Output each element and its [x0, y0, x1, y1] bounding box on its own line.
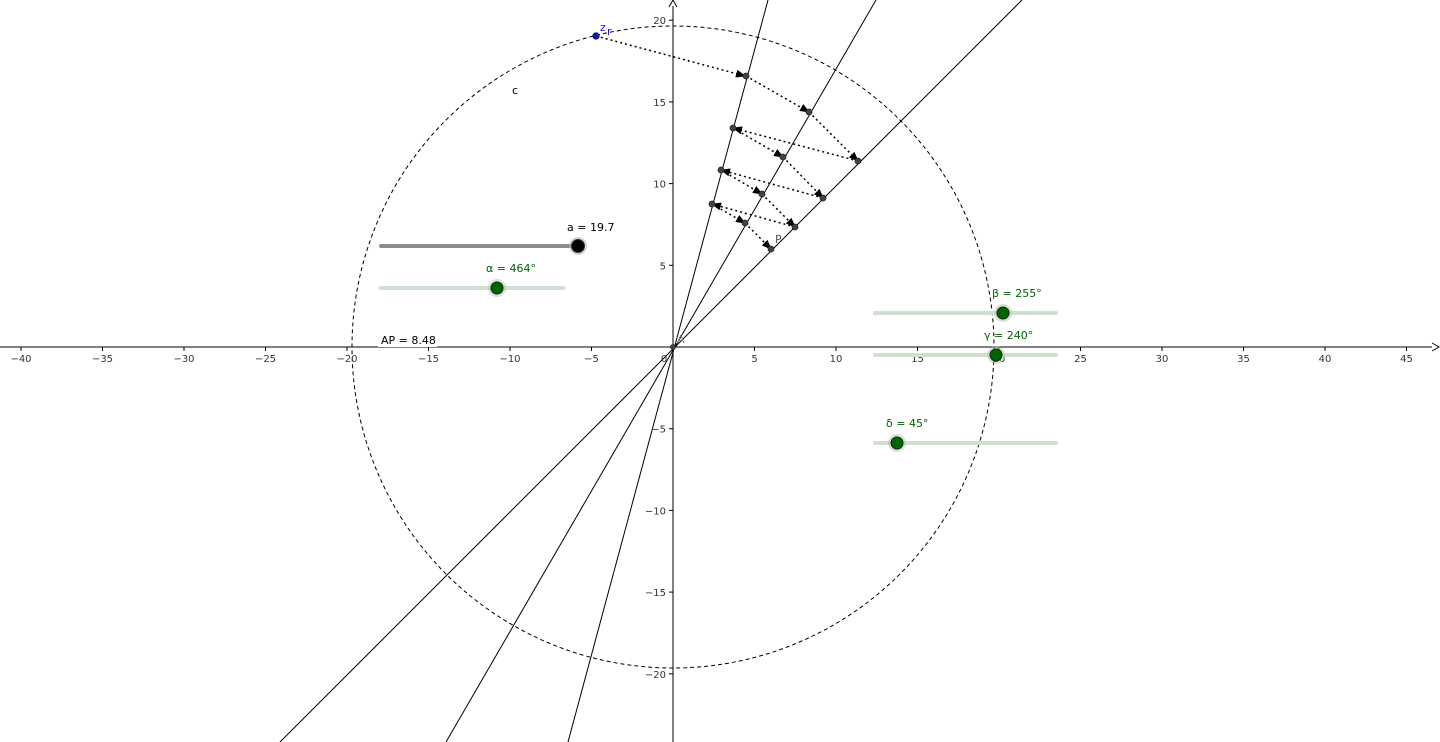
x-tick-label: −35: [92, 354, 113, 365]
y-tick-label: 5: [660, 261, 666, 272]
slider-gamma-knob[interactable]: [989, 348, 1003, 362]
y-axis: [668, 0, 678, 742]
x-tick-label: 30: [1156, 354, 1169, 365]
slider-a-knob[interactable]: [571, 239, 585, 253]
point-1: [742, 72, 750, 80]
x-tick-label: −20: [336, 354, 357, 365]
projection-chain: [595, 35, 859, 250]
point-2: [805, 108, 813, 116]
slider-gamma-label: γ = 240°: [984, 329, 1033, 342]
arrow-6-to-7: [720, 168, 824, 199]
slider-gamma[interactable]: γ = 240°: [873, 329, 1058, 364]
x-tick-label: 5: [751, 354, 757, 365]
arrow-9-to-10: [711, 202, 796, 228]
point-z-label: z: [600, 21, 606, 34]
x-axis-tick-labels: −40−35−30−25−20−15−10−505101520253035404…: [10, 354, 1412, 365]
x-tick-label: −5: [584, 354, 599, 365]
x-tick-label: 40: [1319, 354, 1332, 365]
line-3[interactable]: [279, 0, 1023, 742]
x-tick-label: 10: [830, 354, 843, 365]
line-2[interactable]: [445, 0, 877, 742]
point-z-sub-label: r: [607, 25, 612, 38]
x-tick-label: −10: [499, 354, 520, 365]
ap-text-bg: [378, 333, 437, 347]
slider-beta-label: β = 255°: [992, 287, 1042, 300]
slider-delta-knob[interactable]: [890, 436, 904, 450]
slider-a-label: a = 19.7: [567, 221, 614, 234]
y-axis-tick-marks: [669, 19, 673, 675]
x-tick-label: −25: [255, 354, 276, 365]
arrow-8-to-9: [761, 193, 796, 228]
point-4: [729, 124, 737, 132]
y-axis-tick-labels: 20 15 10 5 −5 −10 −15 −20: [645, 16, 666, 681]
arrow-4-to-5: [732, 127, 784, 158]
x-axis: [0, 342, 1440, 352]
point-3: [854, 157, 862, 165]
y-tick-label: −5: [651, 425, 666, 436]
x-tick-label: −40: [10, 354, 31, 365]
arrow-10-to-11: [711, 203, 746, 224]
slider-beta-knob[interactable]: [996, 306, 1010, 320]
x-tick-label: 45: [1400, 354, 1413, 365]
ap-text[interactable]: AP = 8.48: [381, 334, 436, 347]
x-tick-label: −15: [418, 354, 439, 365]
y-tick-label: 20: [653, 16, 666, 27]
y-tick-label: 10: [653, 180, 666, 191]
arrow-2-to-3: [808, 111, 859, 162]
slider-beta[interactable]: β = 255°: [873, 287, 1058, 322]
point-9: [791, 223, 799, 231]
point-a-label: A: [677, 333, 685, 346]
y-tick-label: 15: [653, 98, 666, 109]
arrow-7-to-8: [720, 169, 763, 195]
arrow-z-to-1: [595, 35, 746, 78]
x-tick-label: 15: [911, 354, 924, 365]
circle-c-label: c: [512, 84, 518, 97]
point-p: [767, 245, 775, 253]
x-axis-tick-marks: [20, 347, 1407, 351]
x-tick-label: 0: [661, 354, 667, 365]
point-6: [819, 194, 827, 202]
arrow-11-to-p: [744, 222, 772, 250]
slider-delta[interactable]: δ = 45°: [873, 417, 1058, 452]
point-7: [717, 166, 725, 174]
point-10: [708, 200, 716, 208]
slider-alpha[interactable]: α = 464°: [379, 262, 565, 297]
slider-delta-label: δ = 45°: [886, 417, 928, 430]
line-1[interactable]: [567, 0, 769, 742]
y-tick-label: −20: [645, 670, 666, 681]
x-tick-label: 25: [1074, 354, 1087, 365]
y-tick-label: −15: [645, 588, 666, 599]
point-p-label: P: [775, 233, 782, 246]
arrow-3-to-4: [732, 126, 859, 162]
point-5: [779, 153, 787, 161]
point-11: [741, 219, 749, 227]
slider-a[interactable]: a = 19.7: [379, 221, 614, 255]
point-8: [758, 190, 766, 198]
x-tick-label: 35: [1237, 354, 1250, 365]
slider-alpha-label: α = 464°: [486, 262, 536, 275]
slider-alpha-knob[interactable]: [490, 281, 504, 295]
point-a: [670, 344, 676, 350]
point-z[interactable]: [592, 32, 600, 40]
arrow-1-to-2: [745, 75, 810, 113]
y-tick-label: −10: [645, 506, 666, 517]
construction-points[interactable]: [670, 72, 862, 350]
x-tick-label: −30: [173, 354, 194, 365]
